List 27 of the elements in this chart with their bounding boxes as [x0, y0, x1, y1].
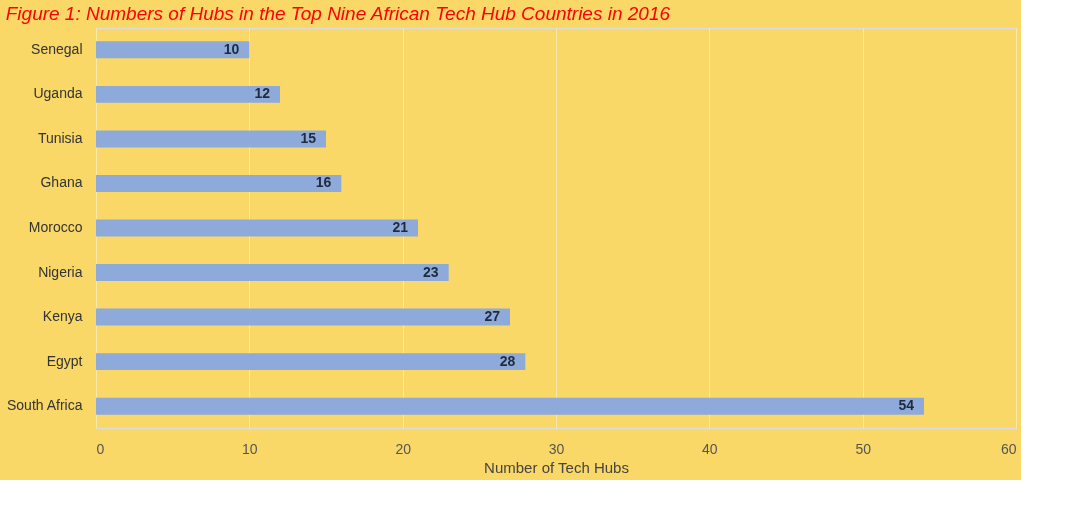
data-label: 28 — [499, 352, 516, 369]
y-tick-label: Nigeria — [38, 263, 83, 280]
x-tick-label: 50 — [855, 440, 872, 457]
data-label: 21 — [392, 219, 409, 235]
x-tick-label: 30 — [548, 440, 565, 457]
x-axis-title: Number of Tech Hubs — [484, 458, 629, 476]
chart-title: Figure 1: Numbers of Hubs in the Top Nine African Tech Hub Countries in 2016 — [5, 3, 671, 24]
y-tick-label: Kenya — [42, 308, 83, 325]
x-tick-label: 10 — [242, 440, 258, 457]
y-tick-label: Ghana — [40, 174, 83, 191]
data-label: 16 — [315, 174, 332, 191]
data-label: 12 — [254, 85, 271, 102]
x-tick-label: 60 — [1000, 440, 1017, 457]
data-label: 15 — [300, 129, 317, 146]
x-tick-label: 20 — [395, 440, 412, 457]
y-tick-label: Tunisia — [37, 129, 83, 146]
y-tick-label: Uganda — [33, 85, 83, 102]
x-tick-label: 0 — [96, 440, 105, 457]
y-tick-label: Egypt — [46, 352, 83, 369]
y-tick-label: Morocco — [28, 219, 83, 235]
y-tick-label: South Africa — [7, 397, 83, 414]
data-label: 23 — [423, 263, 439, 280]
data-label: 54 — [898, 397, 915, 414]
data-label: 27 — [484, 308, 501, 325]
x-tick-label: 40 — [702, 440, 718, 457]
data-label: 10 — [223, 40, 240, 57]
y-tick-label: Senegal — [31, 40, 83, 57]
